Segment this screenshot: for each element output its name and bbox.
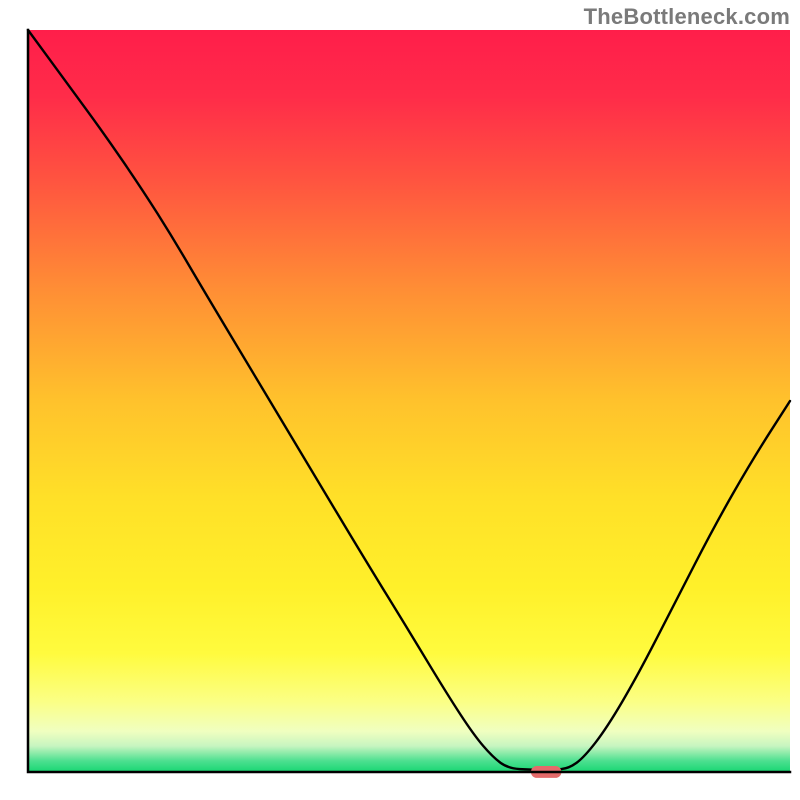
chart-container: TheBottleneck.com xyxy=(0,0,800,800)
watermark-text: TheBottleneck.com xyxy=(584,4,790,30)
bottleneck-chart xyxy=(0,0,800,800)
